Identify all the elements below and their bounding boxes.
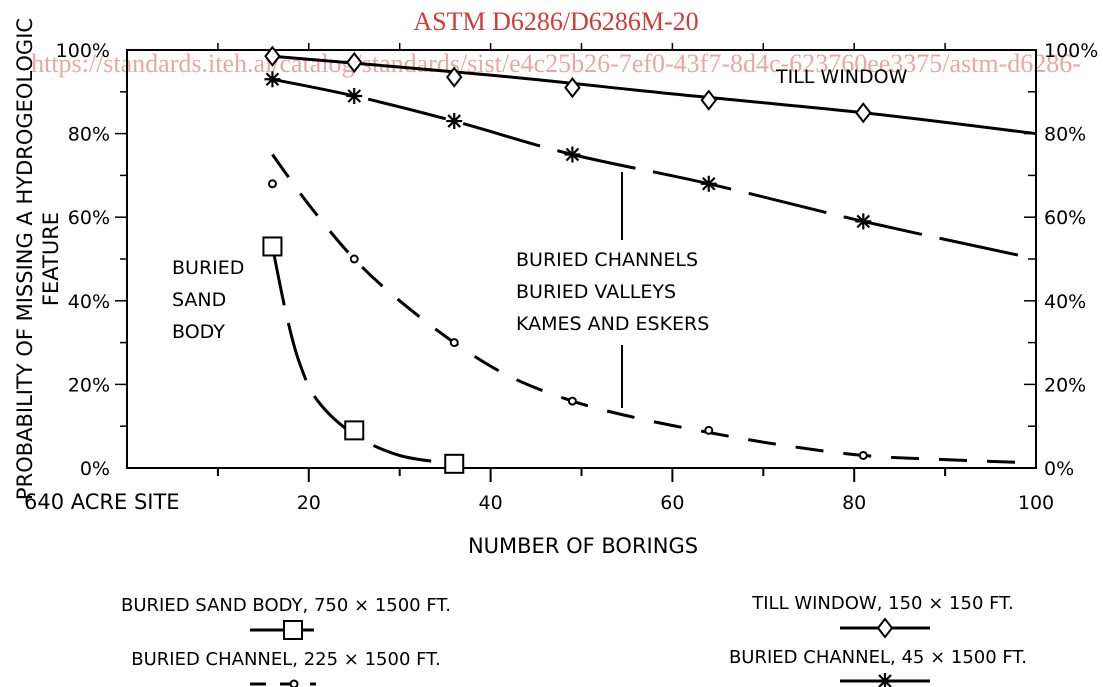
legend-label-channel-225: BURIED CHANNEL, 225 × 1500 FT.: [131, 649, 441, 670]
y-axis-title-line2: FEATURE: [39, 212, 63, 306]
annotation-till-window: TILL WINDOW: [775, 66, 908, 88]
data-point-diamond: [564, 76, 581, 99]
y-tick-label-left: 80%: [68, 124, 110, 146]
data-point-circle: [567, 396, 577, 406]
legend-label-sand-body: BURIED SAND BODY, 750 × 1500 FT.: [121, 595, 451, 616]
legend-swatch-marker-square: [283, 620, 303, 640]
data-point-circle: [349, 254, 359, 264]
data-point-square: [344, 420, 365, 441]
data-point-circle: [449, 338, 459, 348]
data-point-diamond: [345, 51, 363, 74]
data-point-diamond: [264, 45, 281, 67]
annotation-channels-line3: KAMES AND ESKERS: [516, 313, 709, 335]
x-tick-label: 80: [842, 492, 866, 514]
legend-label-till-window: TILL WINDOW, 150 × 150 FT.: [751, 593, 1014, 614]
watermark-standard: ASTM D6286/D6286M-20: [413, 7, 698, 36]
y-tick-label-left: 0%: [80, 458, 110, 480]
data-point-asterisk: [346, 87, 363, 104]
x-tick-label: 40: [479, 492, 503, 514]
x-tick-label: 100: [1018, 492, 1054, 514]
y-tick-label-left: 40%: [68, 291, 110, 313]
y-tick-label-right: 100%: [1044, 40, 1098, 62]
series-lines: [270, 54, 1037, 466]
annotation-sand-line3: BODY: [172, 321, 225, 343]
legend-swatch-marker-diamond: [876, 617, 894, 639]
y-tick-label-right: 0%: [1044, 458, 1074, 480]
data-point-diamond: [445, 66, 463, 88]
annotation-sand-line2: SAND: [172, 289, 226, 311]
data-point-circle: [267, 179, 277, 189]
data-point-circle: [858, 450, 868, 460]
series-line-1: [272, 77, 1037, 261]
axis-ticks: 20 40 60 80 100 0% 0% 20% 20% 40% 40% 60% 60% 80% 80% 1…: [56, 40, 1099, 514]
y-tick-label-left: 60%: [68, 207, 110, 229]
data-point-circle: [704, 425, 714, 435]
annotation-sand-line1: BURIED: [172, 257, 244, 279]
y-tick-label-right: 20%: [1044, 374, 1086, 396]
watermark-url: https://standards.iteh.ai/catalog/standa…: [31, 49, 1081, 78]
legend-label-channel-45: BURIED CHANNEL, 45 × 1500 FT.: [729, 647, 1027, 668]
data-point-asterisk: [446, 113, 463, 130]
data-point-asterisk: [855, 213, 872, 230]
legend-swatches: [250, 617, 930, 687]
data-point-diamond: [855, 102, 872, 124]
data-point-asterisk: [264, 71, 281, 88]
legend-swatch-marker-asterisk: [877, 673, 893, 687]
data-point-square: [262, 236, 283, 257]
data-point-diamond: [700, 89, 718, 111]
series-line-3: [270, 246, 455, 466]
series-line-0: [272, 54, 1037, 136]
x-axis-title: NUMBER OF BORINGS: [468, 534, 698, 558]
y-tick-label-left: 100%: [56, 40, 110, 62]
annotation-channels-line2: BURIED VALLEYS: [516, 281, 676, 303]
x-tick-label: 60: [660, 492, 684, 514]
data-point-square: [444, 453, 465, 474]
series-markers: [262, 45, 872, 474]
data-point-asterisk: [564, 146, 581, 163]
y-tick-label-right: 80%: [1044, 124, 1086, 146]
data-point-asterisk: [700, 175, 717, 192]
x-prefix-label: 640 ACRE SITE: [24, 490, 180, 514]
y-tick-label-right: 60%: [1044, 207, 1086, 229]
y-axis-title-line1: PROBABILITY OF MISSING A HYDROGEOLOGIC: [13, 18, 37, 500]
y-tick-label-right: 40%: [1044, 291, 1086, 313]
annotation-channels-line1: BURIED CHANNELS: [516, 249, 698, 271]
series-line-2: [271, 153, 1037, 465]
x-tick-label: 20: [297, 492, 321, 514]
y-tick-label-left: 20%: [68, 374, 110, 396]
legend-swatch-marker-circle: [289, 679, 299, 687]
